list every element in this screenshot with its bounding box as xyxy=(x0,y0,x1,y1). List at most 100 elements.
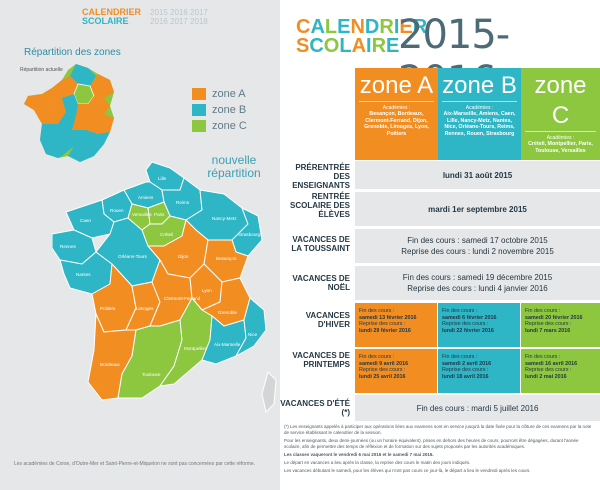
city-toulouse: Toulouse xyxy=(142,372,161,377)
printemps-c-resume: Reprise des cours : xyxy=(525,367,572,373)
row-label-ete: VACANCES D'ÉTÉ (*) xyxy=(280,399,350,417)
zone-c-academies-label: Académies : xyxy=(546,135,575,141)
logo-letter: C xyxy=(309,35,324,57)
city-grenoble: Grenoble xyxy=(218,310,237,315)
hiver-a-resume: Reprise des cours : xyxy=(359,321,406,327)
logo-word-calendrier: CALENDRIER xyxy=(296,16,428,38)
hiver-a-end: Fin des cours : xyxy=(359,308,395,314)
city-clermont: Clermont-Ferrand xyxy=(164,296,201,301)
zone-c-title: zone C xyxy=(525,71,596,132)
printemps-b-resume: Reprise des cours : xyxy=(442,367,489,373)
legend-label-a: zone A xyxy=(212,88,246,100)
mini-logo: CALENDRIER SCOLAIRE xyxy=(82,8,141,26)
ete-date: Fin des cours : mardi 5 juillet 2016 xyxy=(416,403,539,413)
noel-resume: Reprise des cours : lundi 4 janvier 2016 xyxy=(407,284,548,293)
logo-letter: I xyxy=(393,16,400,38)
map-footnote: Les académies de Corse, d'Outre-Mer et S… xyxy=(14,461,256,467)
row-label-toussaint: VACANCES DE LA TOUSSAINT xyxy=(291,235,350,253)
row-value-ete: Fin des cours : mardi 5 juillet 2016 xyxy=(355,395,600,421)
hiver-a-resume-date: lundi 29 février 2016 xyxy=(359,327,411,334)
logo-letter: E xyxy=(386,35,400,57)
hiver-c-resume-date: lundi 7 mars 2016 xyxy=(525,327,571,334)
hiver-b-end: Fin des cours : xyxy=(442,308,478,314)
zone-a-academies: Besançon, Bordeaux, Clermont-Ferrand, Di… xyxy=(364,111,429,137)
logo-letter: L xyxy=(324,16,338,38)
legend-label-c: zone C xyxy=(212,120,247,132)
logo-letter: I xyxy=(366,35,372,57)
city-aix: Aix-Marseille xyxy=(214,342,241,347)
zone-b-academies-label: Académies : xyxy=(465,105,494,111)
row-label-rentree: RENTRÉE SCOLAIRE DES ÉLÈVES xyxy=(289,192,350,219)
legend-swatch-c xyxy=(192,120,206,132)
mini-logo-line2: SCOLAIRE xyxy=(82,16,129,26)
row-label-printemps: VACANCES DE PRINTEMPS xyxy=(292,351,350,369)
logo-letter: E xyxy=(399,16,413,38)
printemps-c-resume-date: lundi 2 mai 2016 xyxy=(525,373,567,380)
region-montpellier xyxy=(159,297,213,387)
note-2: Pour les enseignants, deux demi-journées… xyxy=(284,438,579,449)
city-rennes: Rennes xyxy=(60,244,77,249)
toussaint-end: Fin des cours : samedi 17 octobre 2015 xyxy=(407,236,548,245)
logo-letter: A xyxy=(310,16,325,38)
city-nancy: Nancy-Metz xyxy=(212,216,237,221)
zone-a-title: zone A xyxy=(359,71,434,102)
logo-letter: A xyxy=(351,35,367,57)
hiver-zone-a: Fin des cours : samedi 13 février 2016 R… xyxy=(355,303,437,347)
city-paris: Paris xyxy=(154,212,165,217)
new-map: Lille Amiens Rouen Caen Reims Nancy-Metz… xyxy=(52,161,277,413)
city-amiens: Amiens xyxy=(138,195,154,200)
city-creteil: Créteil xyxy=(160,232,173,237)
zone-a-academies-label: Académies : xyxy=(382,105,411,111)
printemps-b-end: Fin des cours : xyxy=(442,354,478,360)
printemps-c-end: Fin des cours : xyxy=(525,354,561,360)
logo-letter: R xyxy=(412,16,428,38)
city-strasbourg: Strasbourg xyxy=(238,232,261,237)
hiver-b-resume-date: lundi 22 février 2016 xyxy=(442,327,494,334)
row-label-hiver: VACANCES D'HIVER xyxy=(305,311,350,329)
city-bordeaux: Bordeaux xyxy=(100,362,120,367)
zone-legend: zone A zone B zone C xyxy=(192,86,247,134)
hiver-c-end-date: samedi 20 février 2016 xyxy=(525,314,583,321)
city-poitiers: Poitiers xyxy=(100,306,116,311)
city-caen: Caen xyxy=(80,218,91,223)
zone-c-header: zone C Académies : Créteil, Montpellier,… xyxy=(521,68,600,160)
zone-b-title: zone B xyxy=(442,71,517,102)
printemps-a-resume: Reprise des cours : xyxy=(359,367,406,373)
printemps-c-end-date: samedi 16 avril 2016 xyxy=(525,360,578,367)
printemps-a-resume-date: lundi 25 avril 2016 xyxy=(359,373,406,380)
logo-letter: E xyxy=(337,16,351,38)
legend-item-zone-a: zone A xyxy=(192,86,247,102)
note-5: Les vacances débutant le samedi, pour le… xyxy=(284,468,531,473)
printemps-zone-c: Fin des cours : samedi 16 avril 2016 Rep… xyxy=(521,349,600,393)
city-labels: Lille Amiens Rouen Caen Reims Nancy-Metz… xyxy=(60,176,261,377)
region-nice xyxy=(235,297,267,357)
hiver-c-resume: Reprise des cours : xyxy=(525,321,572,327)
zone-b-header: zone B Académies : Aix-Marseille, Amiens… xyxy=(438,68,521,160)
old-map-label: Répartition actuelle xyxy=(20,67,63,73)
hiver-c-end: Fin des cours : xyxy=(525,308,561,314)
old-map xyxy=(24,64,114,162)
region-corse xyxy=(261,371,277,413)
logo-letter: R xyxy=(371,35,387,57)
zone-a-header: zone A Académies : Besançon, Bordeaux, C… xyxy=(355,68,438,160)
mini-years-line1: 2015 2016 2017 xyxy=(150,8,208,17)
row-label-prerentree: PRÉRENTRÉE DES ENSEIGNANTS xyxy=(292,163,350,190)
row-label-noel: VACANCES DE NOËL xyxy=(292,274,350,292)
hiver-a-end-date: samedi 13 février 2016 xyxy=(359,314,417,321)
zone-c-academies: Créteil, Montpellier, Paris, Toulouse, V… xyxy=(528,141,593,154)
logo-letter: C xyxy=(296,16,311,38)
mini-years: 2015 2016 2017 2016 2017 2018 xyxy=(150,8,208,26)
zone-b-academies: Aix-Marseille, Amiens, Caen, Lille, Nanc… xyxy=(443,111,516,137)
logo-word-scolaire: SCOLAIRE xyxy=(296,35,427,57)
rentree-date: mardi 1er septembre 2015 xyxy=(428,204,527,214)
printemps-a-end: Fin des cours : xyxy=(359,354,395,360)
note-3: Les classes vaqueront le vendredi 6 mai … xyxy=(284,452,434,457)
legend-item-zone-c: zone C xyxy=(192,118,247,134)
logo-letter: S xyxy=(296,35,310,57)
calendar-notes: (*) Les enseignants appelés à participer… xyxy=(284,424,596,476)
logo-letter: R xyxy=(379,16,394,38)
zones-title: Répartition des zones xyxy=(24,47,121,58)
hiver-zone-b: Fin des cours : samedi 6 février 2016 Re… xyxy=(438,303,520,347)
noel-end: Fin des cours : samedi 19 décembre 2015 xyxy=(402,273,553,282)
city-nantes: Nantes xyxy=(76,272,91,277)
